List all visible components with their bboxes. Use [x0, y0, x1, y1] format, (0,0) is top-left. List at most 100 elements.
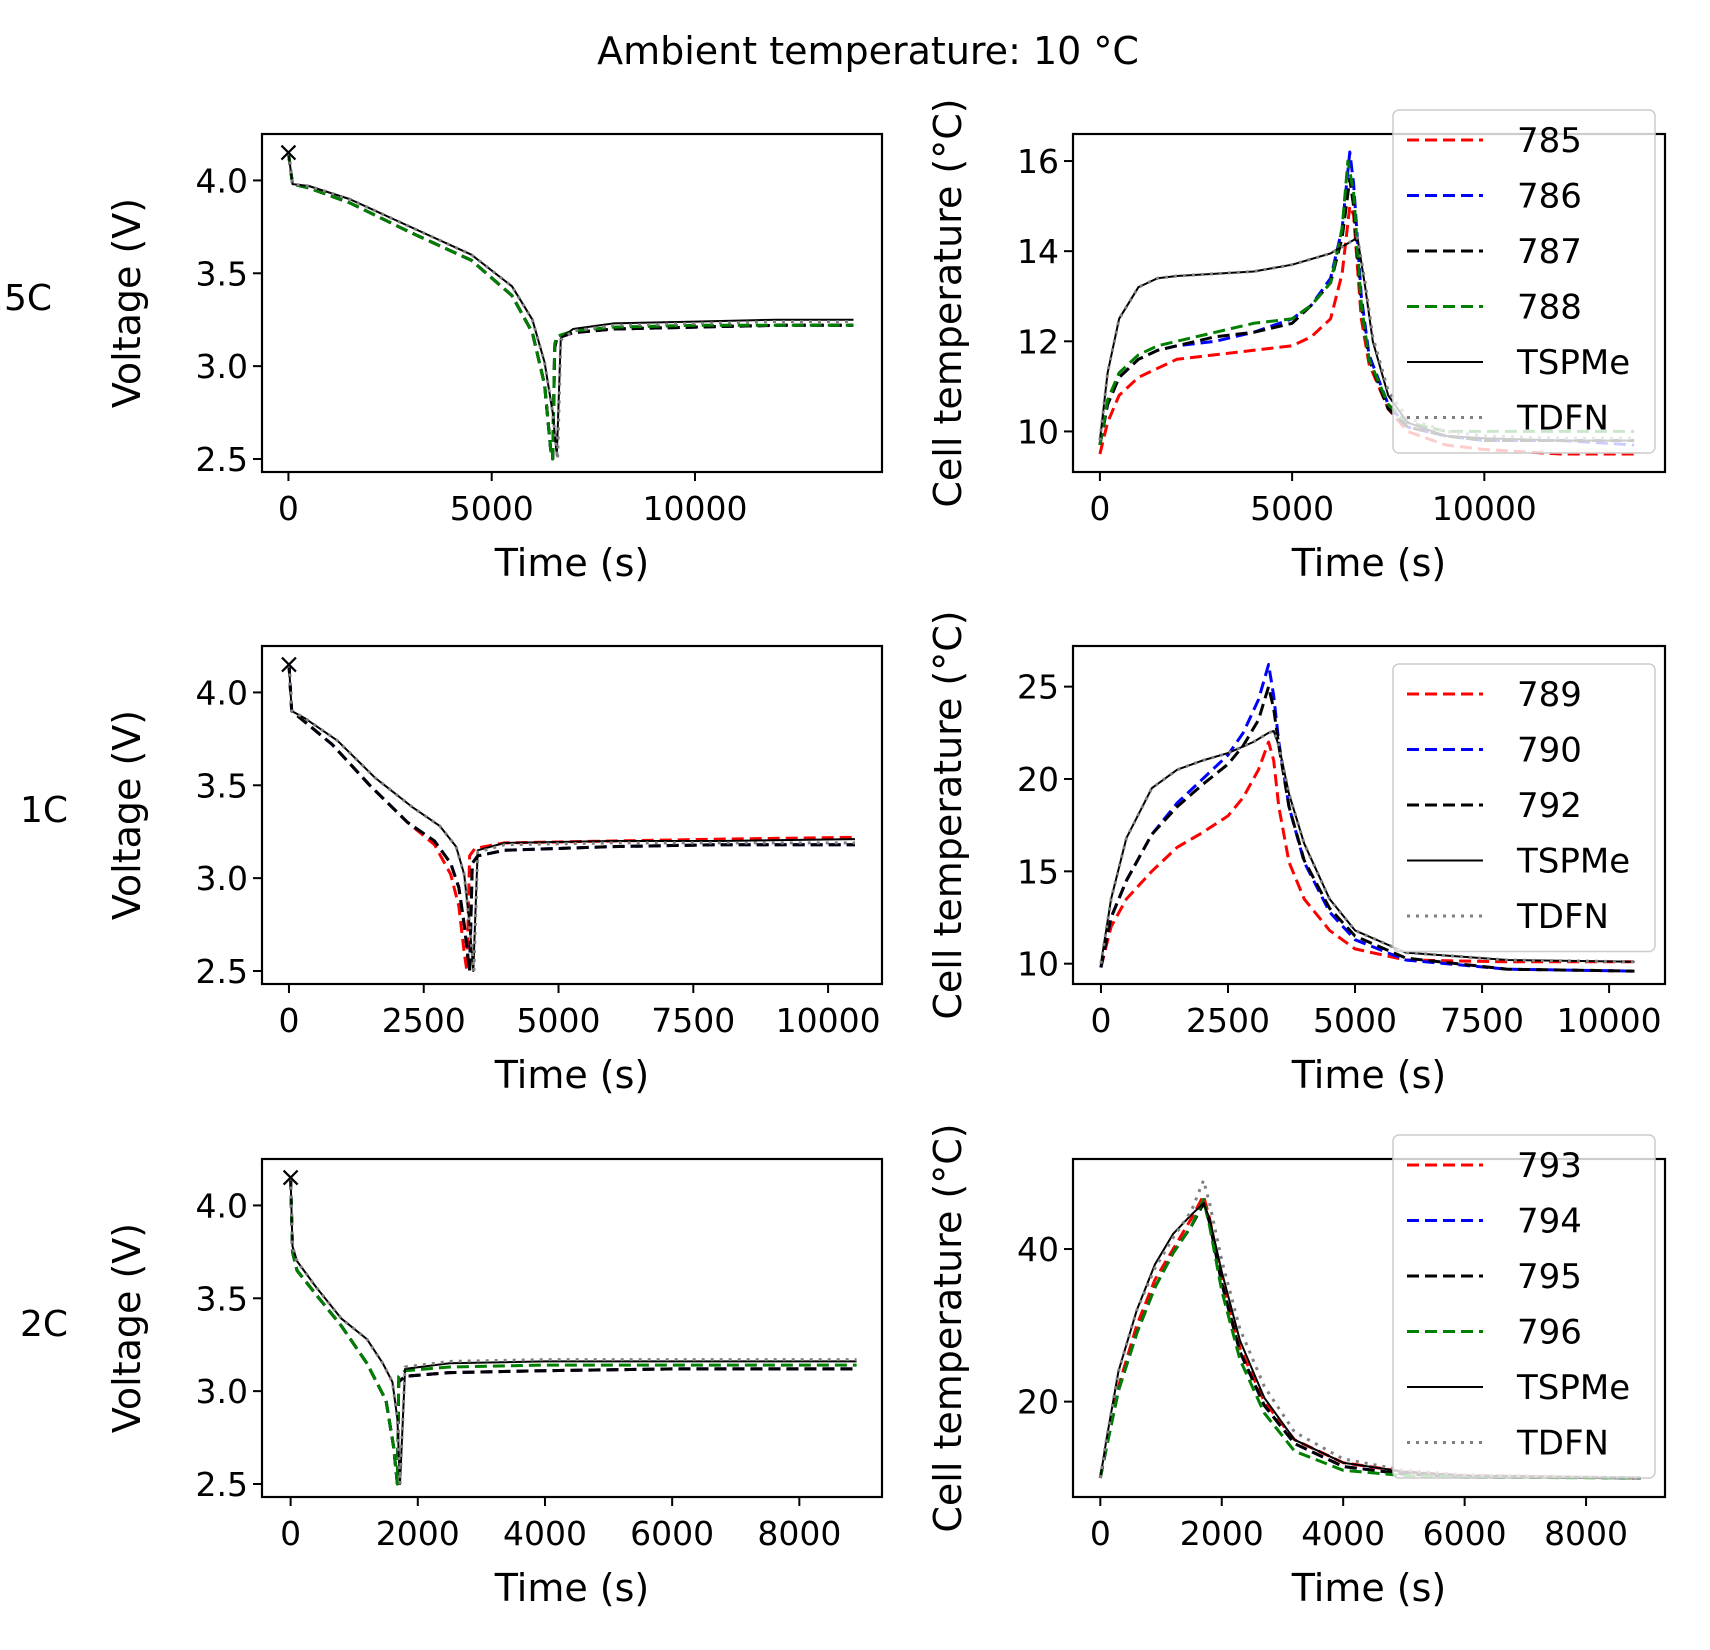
axes-frame	[260, 1157, 884, 1499]
y-axis-label: Voltage (V)	[105, 710, 149, 920]
legend-box	[1392, 109, 1656, 454]
x-axis-label: Time (s)	[494, 541, 650, 585]
x-tick-label: 0	[1090, 1001, 1111, 1040]
axes-frame	[260, 644, 884, 986]
x-tick-label: 0	[1090, 1514, 1111, 1553]
x-tick-label: 4000	[503, 1514, 587, 1553]
x-tick-label: 7500	[651, 1001, 735, 1040]
x-tick-label: 6000	[630, 1514, 714, 1553]
legend-label-tspme: TSPMe	[1516, 1368, 1630, 1408]
x-tick-label: 0	[1089, 489, 1110, 528]
y-tick-label: 12	[1017, 322, 1059, 361]
series-line-792	[287, 664, 855, 973]
legend-label-785: 785	[1517, 121, 1582, 161]
x-tick-label: 2000	[376, 1514, 460, 1553]
legend: 785 786 787 788 TSPMe TDFN	[1392, 109, 1656, 454]
row-label-2c: 2C	[20, 1304, 68, 1345]
y-axis-label: Voltage (V)	[105, 1223, 149, 1433]
legend-label-786: 786	[1517, 177, 1582, 217]
x-tick-label: 0	[278, 489, 299, 528]
axes-frame	[1071, 644, 1667, 986]
x-tick-label: 7500	[1440, 1001, 1524, 1040]
series-line-796	[289, 1177, 857, 1486]
series-line-tdfn	[289, 1177, 857, 1486]
legend-label-792: 792	[1517, 786, 1582, 826]
series-line-tdfn	[1098, 236, 1635, 441]
series-group	[286, 152, 854, 461]
y-tick-label: 3.5	[196, 766, 248, 805]
series-line-tdfn	[1098, 1178, 1641, 1480]
y-axis-label: Cell temperature (°C)	[926, 610, 970, 1019]
y-tick-label: 10	[1017, 945, 1059, 984]
y-tick-label: 2.5	[196, 1465, 248, 1504]
plot-area	[262, 1159, 882, 1497]
plot-area	[262, 134, 882, 472]
axes-frame	[1071, 1157, 1667, 1499]
series-group	[287, 664, 856, 973]
plot-area	[262, 646, 882, 984]
x-tick-label: 6000	[1423, 1514, 1507, 1553]
series-line-792	[1099, 685, 1635, 973]
y-axis-label: Cell temperature (°C)	[926, 98, 970, 507]
legend-box	[1392, 1134, 1656, 1479]
y-tick-label: 20	[1017, 1383, 1059, 1422]
series-line-tdfn	[286, 152, 854, 461]
y-tick-label: 20	[1017, 760, 1059, 799]
series-line-790	[1099, 663, 1635, 973]
x-tick-label: 10000	[642, 489, 747, 528]
y-tick-label: 2.5	[196, 952, 248, 991]
panel-r2c1: 0 2000 4000 6000 8000 20 40 Time (s) Cell temper…	[926, 1123, 1667, 1610]
legend-label-tdfn: TDFN	[1516, 1424, 1609, 1464]
legend-label-790: 790	[1517, 731, 1582, 771]
y-tick-label: 4.0	[196, 673, 248, 712]
legend-label-tdfn: TDFN	[1516, 897, 1609, 937]
legend-label-tdfn: TDFN	[1516, 399, 1609, 439]
legend-label-tspme: TSPMe	[1516, 343, 1630, 383]
y-tick-label: 3.0	[196, 347, 248, 386]
y-tick-label: 3.0	[196, 859, 248, 898]
x-tick-label: 8000	[1544, 1514, 1628, 1553]
series-line-787	[1098, 177, 1635, 446]
y-tick-label: 16	[1017, 142, 1059, 181]
x-axis-label: Time (s)	[494, 1053, 650, 1097]
series-line-796	[1098, 1197, 1641, 1480]
x-tick-label: 2500	[382, 1001, 466, 1040]
x-tick-label: 10000	[1432, 489, 1537, 528]
x-tick-label: 2500	[1186, 1001, 1270, 1040]
series-line-789	[1099, 740, 1635, 968]
legend-label-788: 788	[1517, 288, 1582, 328]
start-marker	[280, 144, 297, 161]
x-tick-label: 4000	[1301, 1514, 1385, 1553]
x-axis-label: Time (s)	[1291, 1566, 1447, 1610]
row-label-0p5c: .5C	[0, 278, 52, 319]
x-axis-label: Time (s)	[494, 1566, 650, 1610]
panel-r0c0: 0 5000 10000 2.5 3.0 3.5 4.0 Time (s) Voltage (V…	[105, 132, 884, 585]
x-tick-label: 10000	[776, 1001, 881, 1040]
legend-label-794: 794	[1517, 1202, 1582, 1242]
y-axis-label: Cell temperature (°C)	[926, 1123, 970, 1532]
legend-label-793: 793	[1517, 1146, 1582, 1186]
axes-frame	[1071, 132, 1667, 474]
series-line-tdfn	[1099, 729, 1635, 964]
y-tick-label: 15	[1017, 852, 1059, 891]
legend-label-789: 789	[1517, 675, 1582, 715]
x-tick-label: 0	[278, 1001, 299, 1040]
start-marker	[282, 1169, 299, 1186]
y-tick-label: 3.0	[196, 1372, 248, 1411]
y-tick-label: 3.5	[196, 254, 248, 293]
series-line-tdfn	[287, 664, 855, 973]
row-label-1c: 1C	[20, 790, 68, 831]
axes-frame	[260, 132, 884, 474]
legend-label-787: 787	[1517, 232, 1582, 272]
x-tick-label: 10000	[1557, 1001, 1662, 1040]
series-line-tspme	[289, 1177, 857, 1485]
legend-label-tspme: TSPMe	[1516, 842, 1630, 882]
series-group	[289, 1177, 857, 1486]
x-tick-label: 0	[280, 1514, 301, 1553]
x-tick-label: 8000	[757, 1514, 841, 1553]
panel-r1c1: 0 2500 5000 7500 10000 10 15 20 25 Time (s) Cell t…	[926, 610, 1667, 1097]
panel-r1c0: 0 2500 5000 7500 10000 2.5 3.0 3.5 4.0 Time (s) Vo…	[105, 644, 884, 1097]
x-tick-label: 5000	[517, 1001, 601, 1040]
y-axis-label: Voltage (V)	[105, 198, 149, 408]
